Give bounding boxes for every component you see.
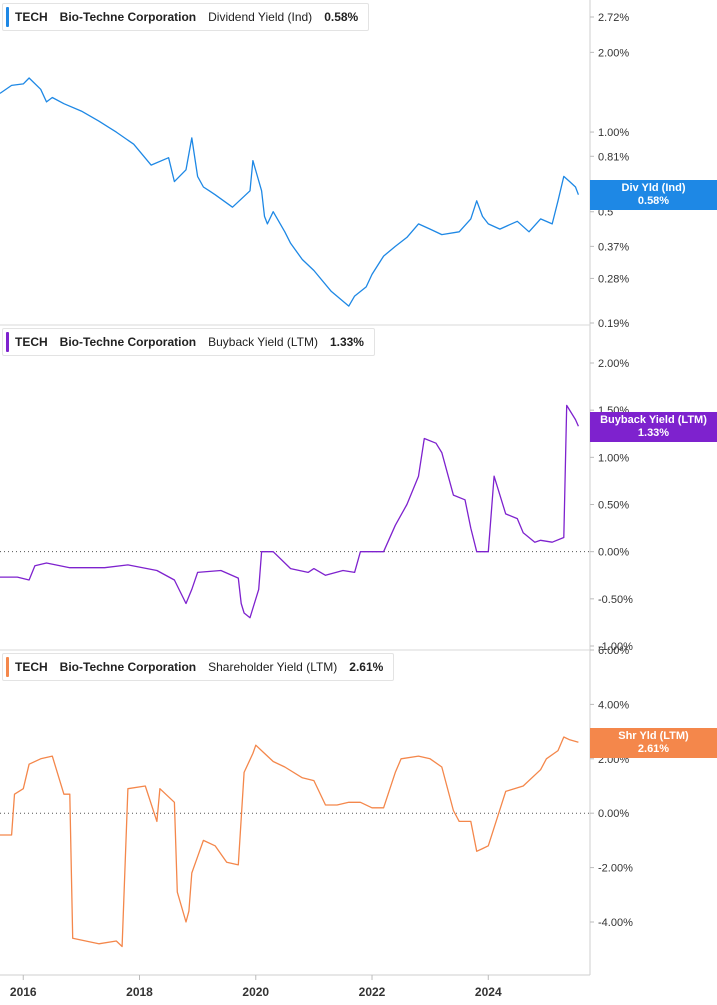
y-tick-label: 0.00% (598, 547, 629, 559)
y-tick-label: -4.00% (598, 917, 633, 929)
badge-label: Shr Yld (LTM) (618, 730, 689, 742)
y-tick-label: 0.50% (598, 500, 629, 512)
legend-company: Bio-Techne Corporation (59, 10, 197, 24)
y-tick-label: 0.37% (598, 241, 629, 253)
legend-value: 2.61% (349, 660, 384, 674)
y-tick-label: 2.00% (598, 358, 629, 370)
x-tick-label: 2018 (126, 985, 153, 999)
badge-value: 0.58% (637, 195, 670, 207)
current-value-badge-dividend: Div Yld (Ind) 0.58% (590, 180, 717, 210)
badge-value: 2.61% (637, 743, 670, 755)
legend-company: Bio-Techne Corporation (59, 660, 197, 674)
legend-ticker: TECH (15, 660, 48, 674)
y-tick-label: 1.00% (598, 127, 629, 139)
current-value-badge-shareholder: Shr Yld (LTM) 2.61% (590, 728, 717, 758)
series-line (0, 736, 579, 948)
y-tick-label: 0.00% (598, 808, 629, 820)
legend-value: 0.58% (324, 10, 359, 24)
y-tick-label: 0.81% (598, 151, 629, 163)
y-tick-label: -0.50% (598, 594, 633, 606)
x-tick-label: 2020 (242, 985, 269, 999)
legend-company: Bio-Techne Corporation (59, 335, 197, 349)
legend-ticker: TECH (15, 10, 48, 24)
badge-value: 1.33% (637, 427, 670, 439)
x-tick-label: 2016 (10, 985, 37, 999)
legend-metric: Dividend Yield (Ind) (208, 10, 313, 24)
badge-label: Buyback Yield (LTM) (600, 414, 707, 426)
legend-metric: Shareholder Yield (LTM) (208, 660, 338, 674)
y-tick-label: 0.28% (598, 273, 629, 285)
y-tick-label: 0.19% (598, 318, 629, 330)
x-tick-label: 2024 (475, 985, 502, 999)
y-tick-label: 2.00% (598, 47, 629, 59)
series-line (0, 77, 580, 307)
legend-ticker: TECH (15, 335, 48, 349)
legend-metric: Buyback Yield (LTM) (208, 335, 318, 349)
y-tick-label: 4.00% (598, 699, 629, 711)
x-tick-label: 2022 (359, 985, 386, 999)
legend-shareholder-yield: TECH Bio-Techne Corporation Shareholder … (2, 653, 395, 681)
y-tick-label: 1.00% (598, 452, 629, 464)
legend-buyback-yield: TECH Bio-Techne Corporation Buyback Yiel… (2, 328, 375, 356)
series-color-swatch (6, 332, 9, 352)
y-tick-label: 6.00% (598, 645, 629, 657)
series-line (0, 404, 579, 619)
legend-dividend-yield: TECH Bio-Techne Corporation Dividend Yie… (2, 3, 370, 31)
y-tick-label: -2.00% (598, 863, 633, 875)
y-tick-label: -1.00% (598, 641, 633, 653)
badge-label: Div Yld (Ind) (621, 182, 686, 194)
y-tick-label: 2.72% (598, 12, 629, 24)
series-color-swatch (6, 657, 9, 677)
current-value-badge-buyback: Buyback Yield (LTM) 1.33% (590, 412, 717, 442)
series-color-swatch (6, 7, 9, 27)
legend-value: 1.33% (329, 335, 364, 349)
